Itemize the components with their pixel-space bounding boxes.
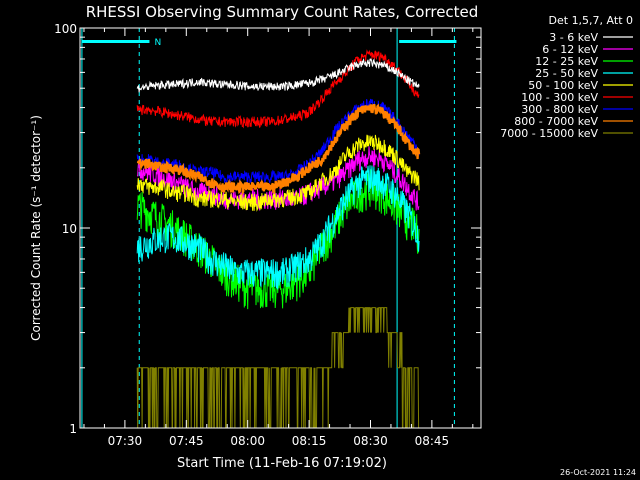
x-tick-label-1: 07:45 bbox=[169, 434, 204, 448]
series-line-0 bbox=[136, 57, 420, 93]
x-tick-label-5: 08:45 bbox=[415, 434, 450, 448]
y-tick-label-0: 1 bbox=[69, 422, 77, 436]
legend-label-0: 3 - 6 keV bbox=[549, 31, 598, 44]
timestamp: 26-Oct-2021 11:24 bbox=[560, 468, 636, 477]
legend-label-1: 6 - 12 keV bbox=[542, 43, 598, 56]
flag-label: N bbox=[154, 38, 161, 48]
series-line-5 bbox=[136, 49, 420, 129]
y-axis-label: Corrected Count Rate (s⁻¹ detector⁻¹) bbox=[29, 115, 43, 341]
legend-label-3: 25 - 50 keV bbox=[535, 67, 598, 80]
y-tick-label-1: 10 bbox=[62, 222, 77, 236]
flag-bar-0 bbox=[81, 40, 150, 43]
x-tick-label-3: 08:15 bbox=[292, 434, 327, 448]
legend-label-2: 12 - 25 keV bbox=[535, 55, 598, 68]
plot-area: N bbox=[81, 28, 457, 428]
legend-label-6: 300 - 800 keV bbox=[521, 103, 598, 116]
series-line-3 bbox=[136, 165, 420, 290]
legend-label-8: 7000 - 15000 keV bbox=[500, 127, 598, 140]
flag-bar-1 bbox=[399, 40, 457, 43]
x-axis-label: Start Time (11-Feb-16 07:19:02) bbox=[177, 456, 387, 471]
legend-label-7: 800 - 7000 keV bbox=[514, 115, 598, 128]
x-tick-label-4: 08:30 bbox=[353, 434, 388, 448]
legend-label-4: 50 - 100 keV bbox=[528, 79, 598, 92]
chart-title: RHESSI Observing Summary Count Rates, Co… bbox=[86, 3, 479, 21]
y-axis: 1 10 100 bbox=[54, 22, 481, 436]
series-line-6 bbox=[136, 98, 420, 185]
legend-title: Det 1,5,7, Att 0 bbox=[549, 14, 633, 27]
y-tick-label-2: 100 bbox=[54, 22, 77, 36]
legend-label-5: 100 - 300 keV bbox=[521, 91, 598, 104]
x-tick-label-0: 07:30 bbox=[108, 434, 143, 448]
series-line-7 bbox=[136, 103, 421, 197]
x-axis: 07:30 07:45 08:00 08:15 08:30 08:45 bbox=[83, 28, 474, 448]
series-line-8 bbox=[136, 307, 420, 428]
series-line-4 bbox=[136, 134, 420, 212]
x-tick-label-2: 08:00 bbox=[230, 434, 265, 448]
